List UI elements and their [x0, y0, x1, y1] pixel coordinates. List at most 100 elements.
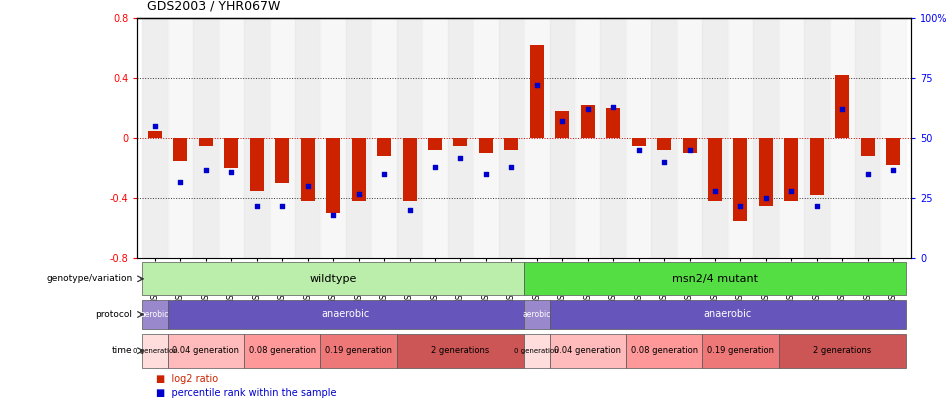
Bar	[453, 139, 467, 146]
Bar	[219, 18, 244, 258]
Point	[834, 106, 850, 113]
Bar	[377, 139, 391, 156]
Bar	[555, 111, 569, 139]
Point	[402, 207, 417, 213]
Bar	[403, 139, 416, 201]
Bar	[881, 18, 906, 258]
Text: 0.04 generation: 0.04 generation	[172, 346, 239, 355]
Bar	[199, 139, 213, 146]
Bar	[167, 18, 193, 258]
Text: 0.08 generation: 0.08 generation	[631, 346, 697, 355]
Text: 0.08 generation: 0.08 generation	[249, 346, 316, 355]
Bar	[524, 334, 550, 368]
Bar	[759, 139, 773, 206]
Bar	[275, 139, 289, 183]
Point	[453, 154, 468, 161]
Bar	[779, 18, 804, 258]
Bar	[224, 139, 238, 168]
Bar	[524, 18, 550, 258]
Bar	[167, 334, 244, 368]
Point	[224, 169, 239, 175]
Bar	[779, 334, 906, 368]
Point	[199, 166, 214, 173]
Bar	[504, 139, 518, 150]
Bar	[524, 262, 906, 295]
Bar	[270, 18, 295, 258]
Bar	[581, 105, 595, 139]
Point	[529, 82, 544, 89]
Text: 0 generation: 0 generation	[132, 348, 177, 354]
Bar	[727, 18, 753, 258]
Bar	[632, 139, 645, 146]
Bar	[683, 139, 696, 153]
Bar	[601, 18, 626, 258]
Bar	[372, 18, 396, 258]
Bar	[142, 334, 167, 368]
Bar	[173, 139, 187, 161]
Text: 0.04 generation: 0.04 generation	[554, 346, 622, 355]
Bar	[530, 45, 544, 139]
Bar	[804, 18, 830, 258]
Bar	[753, 18, 779, 258]
Text: 2 generations: 2 generations	[814, 346, 871, 355]
Bar	[550, 300, 906, 329]
Text: 0 generation: 0 generation	[515, 348, 559, 354]
Bar	[810, 139, 824, 195]
Point	[682, 147, 697, 153]
Text: ■  log2 ratio: ■ log2 ratio	[156, 374, 219, 384]
Point	[173, 178, 188, 185]
Bar	[657, 139, 671, 150]
Point	[708, 188, 723, 194]
Bar	[244, 18, 270, 258]
Text: aerobic: aerobic	[522, 310, 551, 319]
Point	[860, 171, 875, 177]
Point	[605, 104, 621, 110]
Text: 0.19 generation: 0.19 generation	[707, 346, 774, 355]
Text: msn2/4 mutant: msn2/4 mutant	[672, 274, 758, 284]
Bar	[193, 18, 219, 258]
Bar	[167, 300, 524, 329]
Point	[733, 202, 748, 209]
Bar	[861, 139, 875, 156]
Bar	[702, 334, 779, 368]
Text: protocol: protocol	[96, 310, 132, 319]
Point	[148, 123, 163, 130]
Bar	[447, 18, 473, 258]
Point	[580, 106, 595, 113]
Point	[351, 190, 366, 197]
Bar	[396, 334, 524, 368]
Text: anaerobic: anaerobic	[704, 309, 752, 320]
Text: genotype/variation: genotype/variation	[46, 274, 132, 283]
Point	[300, 183, 315, 190]
Bar	[550, 18, 575, 258]
Point	[885, 166, 901, 173]
Text: anaerobic: anaerobic	[322, 309, 370, 320]
Point	[657, 159, 672, 166]
Bar	[396, 18, 422, 258]
Bar	[346, 18, 372, 258]
Point	[554, 118, 569, 125]
Bar	[295, 18, 321, 258]
Point	[274, 202, 289, 209]
Bar	[550, 334, 626, 368]
Point	[504, 164, 519, 171]
Bar	[428, 139, 442, 150]
Bar	[784, 139, 798, 201]
Point	[809, 202, 824, 209]
Point	[784, 188, 799, 194]
Bar	[733, 139, 747, 221]
Bar	[626, 18, 652, 258]
Bar	[524, 300, 550, 329]
Bar	[422, 18, 447, 258]
Point	[631, 147, 646, 153]
Bar	[855, 18, 881, 258]
Text: wildtype: wildtype	[309, 274, 357, 284]
Point	[759, 195, 774, 202]
Bar	[702, 18, 727, 258]
Bar	[575, 18, 601, 258]
Bar	[886, 139, 901, 165]
Text: ■  percentile rank within the sample: ■ percentile rank within the sample	[156, 388, 337, 398]
Bar	[244, 334, 321, 368]
Bar	[473, 18, 499, 258]
Bar	[142, 262, 524, 295]
